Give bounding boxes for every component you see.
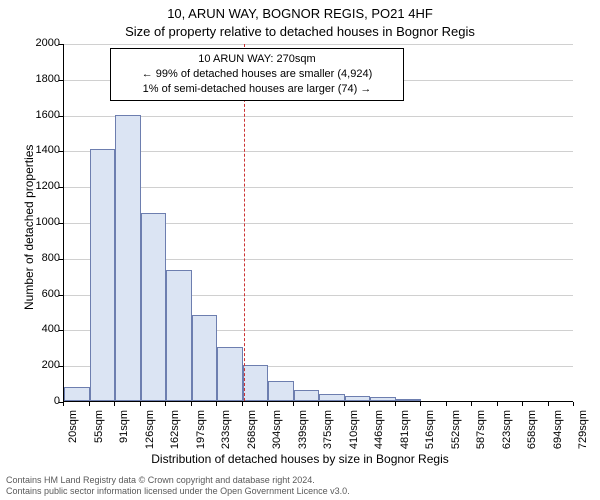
x-tick-mark [165,402,166,406]
x-tick-mark [63,402,64,406]
x-tick-mark [89,402,90,406]
histogram-bar [217,347,243,401]
histogram-bar [192,315,218,401]
x-tick-mark [369,402,370,406]
y-tick-label: 2000 [26,37,60,49]
y-tick-label: 1200 [26,180,60,192]
x-tick-label: 410sqm [348,410,360,460]
x-tick-label: 481sqm [399,410,411,460]
x-tick-label: 375sqm [322,410,334,460]
gridline [64,44,573,45]
histogram-bar [345,396,371,401]
x-tick-mark [114,402,115,406]
histogram-bar [268,381,294,401]
x-tick-label: 91sqm [118,410,130,460]
x-tick-label: 233sqm [220,410,232,460]
y-tick-label: 400 [26,323,60,335]
y-tick-label: 1400 [26,144,60,156]
y-tick-label: 1800 [26,73,60,85]
x-tick-label: 126sqm [144,410,156,460]
x-tick-label: 658sqm [526,410,538,460]
y-tick-label: 0 [26,395,60,407]
chart-title-line1: 10, ARUN WAY, BOGNOR REGIS, PO21 4HF [0,6,600,21]
x-tick-mark [318,402,319,406]
x-tick-label: 197sqm [195,410,207,460]
y-tick-label: 600 [26,288,60,300]
x-tick-mark [395,402,396,406]
histogram-bar [319,394,345,401]
x-tick-mark [267,402,268,406]
x-tick-mark [140,402,141,406]
x-tick-mark [420,402,421,406]
x-tick-mark [548,402,549,406]
x-tick-label: 446sqm [373,410,385,460]
annotation-line: ← 99% of detached houses are smaller (4,… [117,67,397,82]
histogram-bar [64,387,90,401]
histogram-bar [243,365,269,401]
x-tick-mark [191,402,192,406]
annotation-box: 10 ARUN WAY: 270sqm ← 99% of detached ho… [110,48,404,101]
x-tick-mark [446,402,447,406]
x-tick-mark [573,402,574,406]
x-tick-mark [344,402,345,406]
histogram-bar [294,390,320,401]
histogram-bar [396,399,422,401]
x-tick-mark [471,402,472,406]
footer-line: Contains public sector information licen… [6,486,350,498]
x-tick-mark [293,402,294,406]
x-tick-label: 516sqm [424,410,436,460]
y-tick-label: 200 [26,359,60,371]
footer-attribution: Contains HM Land Registry data © Crown c… [6,475,350,498]
y-tick-label: 1600 [26,109,60,121]
chart-title-line2: Size of property relative to detached ho… [0,24,600,39]
x-tick-label: 162sqm [169,410,181,460]
histogram-bar [166,270,192,401]
x-tick-label: 694sqm [552,410,564,460]
x-tick-label: 268sqm [246,410,258,460]
histogram-bar [370,397,396,401]
x-tick-label: 729sqm [577,410,589,460]
x-tick-label: 55sqm [93,410,105,460]
x-tick-mark [242,402,243,406]
histogram-bar [90,149,116,401]
annotation-line: 10 ARUN WAY: 270sqm [117,52,397,67]
x-tick-label: 587sqm [475,410,487,460]
annotation-line: 1% of semi-detached houses are larger (7… [117,82,397,97]
x-tick-label: 339sqm [297,410,309,460]
x-tick-label: 552sqm [450,410,462,460]
footer-line: Contains HM Land Registry data © Crown c… [6,475,350,487]
x-tick-mark [497,402,498,406]
histogram-bar [115,115,141,401]
chart-container: 10, ARUN WAY, BOGNOR REGIS, PO21 4HF Siz… [0,0,600,500]
x-tick-mark [216,402,217,406]
x-tick-label: 623sqm [501,410,513,460]
x-tick-label: 20sqm [67,410,79,460]
histogram-bar [141,213,167,401]
y-tick-label: 800 [26,252,60,264]
y-tick-label: 1000 [26,216,60,228]
x-tick-label: 304sqm [271,410,283,460]
x-tick-mark [522,402,523,406]
